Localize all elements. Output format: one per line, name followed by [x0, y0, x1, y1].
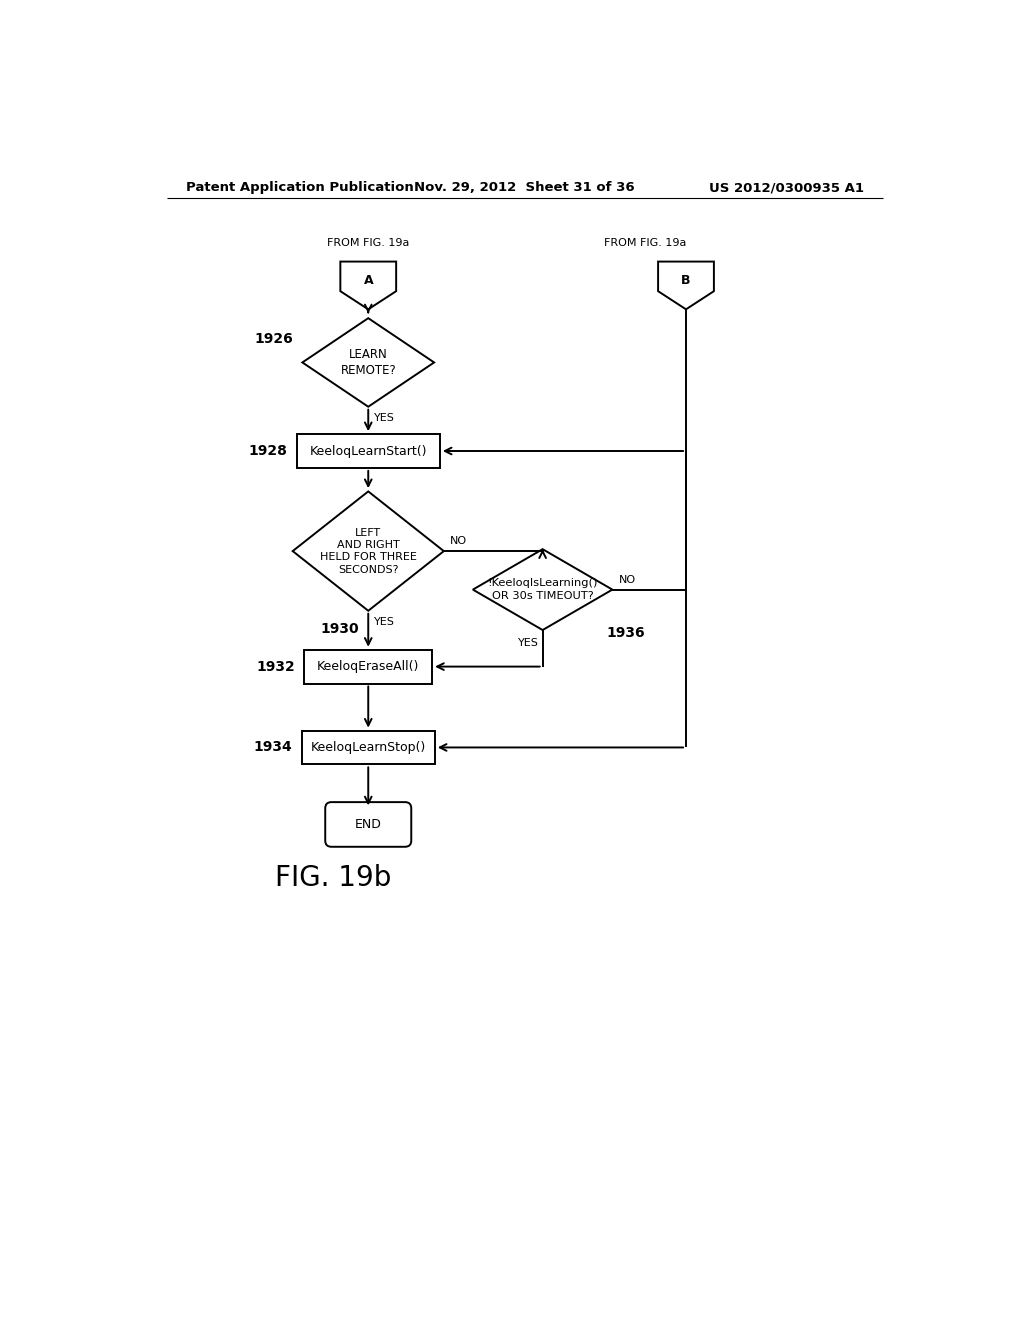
Text: KeeloqLearnStop(): KeeloqLearnStop() [310, 741, 426, 754]
Text: KeeloqEraseAll(): KeeloqEraseAll() [317, 660, 420, 673]
Polygon shape [293, 491, 443, 611]
FancyBboxPatch shape [302, 730, 435, 764]
Polygon shape [302, 318, 434, 407]
Text: LEFT
AND RIGHT
HELD FOR THREE
SECONDS?: LEFT AND RIGHT HELD FOR THREE SECONDS? [319, 528, 417, 574]
Polygon shape [658, 261, 714, 309]
Text: 1936: 1936 [606, 626, 645, 640]
Text: LEARN
REMOTE?: LEARN REMOTE? [340, 348, 396, 378]
FancyBboxPatch shape [326, 803, 412, 847]
Text: A: A [364, 275, 373, 288]
Text: 1926: 1926 [254, 333, 293, 346]
Text: FROM FIG. 19a: FROM FIG. 19a [603, 238, 686, 248]
FancyBboxPatch shape [304, 649, 432, 684]
FancyBboxPatch shape [297, 434, 440, 469]
Text: 1928: 1928 [249, 444, 288, 458]
Text: YES: YES [518, 638, 539, 648]
Text: !KeeloqIsLearning()
OR 30s TIMEOUT?: !KeeloqIsLearning() OR 30s TIMEOUT? [487, 578, 598, 601]
Polygon shape [340, 261, 396, 309]
Text: END: END [354, 818, 382, 832]
Text: KeeloqLearnStart(): KeeloqLearnStart() [309, 445, 427, 458]
Polygon shape [473, 549, 612, 630]
Text: 1932: 1932 [256, 660, 295, 673]
Text: B: B [681, 275, 691, 288]
Text: FROM FIG. 19a: FROM FIG. 19a [327, 238, 410, 248]
Text: US 2012/0300935 A1: US 2012/0300935 A1 [710, 181, 864, 194]
Text: Patent Application Publication: Patent Application Publication [186, 181, 414, 194]
Text: FIG. 19b: FIG. 19b [275, 865, 391, 892]
Text: YES: YES [375, 616, 395, 627]
Text: 1934: 1934 [254, 741, 292, 755]
Text: NO: NO [450, 536, 467, 546]
Text: 1930: 1930 [321, 622, 359, 635]
Text: YES: YES [375, 413, 395, 422]
Text: Nov. 29, 2012  Sheet 31 of 36: Nov. 29, 2012 Sheet 31 of 36 [415, 181, 635, 194]
Text: NO: NO [618, 576, 636, 585]
